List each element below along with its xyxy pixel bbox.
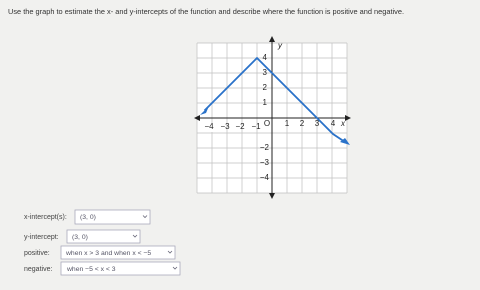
dropdown[interactable] — [60, 261, 181, 276]
answer-label: positive: — [24, 250, 50, 257]
chevron — [132, 234, 138, 238]
dropdown-value: when x > 3 and when x < −5 — [65, 250, 151, 257]
chevron — [142, 215, 148, 219]
dropdown[interactable] — [66, 229, 141, 244]
x-arrow — [194, 115, 200, 121]
x-tick-label: 1 — [285, 119, 290, 128]
y-arrow — [269, 36, 275, 42]
x-tick-label: 4 — [331, 119, 336, 128]
x-tick-label: 2 — [300, 119, 305, 128]
x-tick-label: −2 — [235, 122, 245, 131]
line-arrow — [340, 138, 350, 145]
answer-row: positive: when x > 3 and when x < −5 — [24, 245, 176, 260]
dropdown-value: when −5 < x < 3 — [66, 266, 116, 273]
origin-label: O — [264, 119, 270, 128]
dropdown[interactable] — [74, 209, 151, 225]
chevron — [167, 250, 173, 254]
line-arrow — [200, 106, 209, 115]
dropdown[interactable] — [60, 245, 176, 260]
y-tick-label: 2 — [263, 83, 268, 92]
dropdown-value: (3, 0) — [80, 214, 96, 221]
answer-label: x-intercept(s): — [24, 214, 67, 221]
x-tick-label: −3 — [220, 122, 230, 131]
x-axis-name: x — [340, 119, 346, 128]
answer-row: x-intercept(s): (3, 0) — [24, 209, 151, 225]
y-tick-label: 1 — [263, 98, 268, 107]
y-tick-label: −4 — [260, 173, 270, 182]
x-tick-label: −4 — [204, 122, 214, 131]
x-tick-label: −1 — [251, 122, 261, 131]
label-bg — [205, 123, 223, 132]
answer-row: negative: when −5 < x < 3 — [24, 261, 181, 276]
answer-label: negative: — [24, 266, 52, 273]
x-arrow — [345, 115, 351, 121]
graph: −4 −3 −2 −1 O 1 2 3 4 x y 4 3 2 1 −2 −3 … — [194, 36, 351, 199]
y-tick-label: −3 — [260, 158, 270, 167]
function-line — [203, 56, 346, 143]
y-tick-label: 3 — [263, 68, 268, 77]
y-tick-label: −2 — [260, 143, 270, 152]
answer-label: y-intercept: — [24, 234, 59, 241]
question: Use the graph to estimate the x- and y-i… — [8, 7, 404, 16]
y-arrow — [269, 193, 275, 199]
dropdown-value: (3, 0) — [72, 234, 88, 241]
answer-row: y-intercept: (3, 0) — [24, 229, 141, 244]
y-axis-name: y — [277, 41, 283, 50]
y-tick-label: 4 — [263, 53, 268, 62]
x-tick-label: 3 — [315, 119, 320, 128]
chevron — [172, 266, 178, 270]
